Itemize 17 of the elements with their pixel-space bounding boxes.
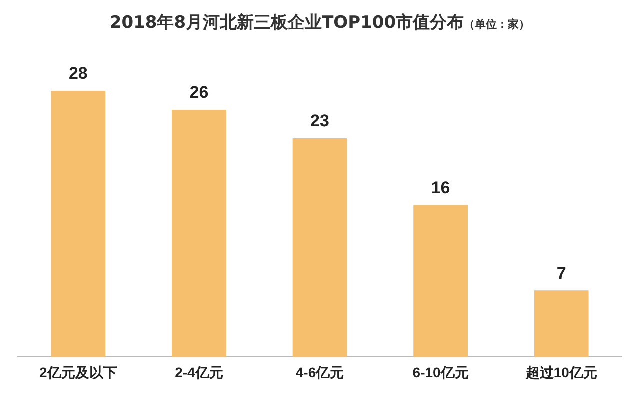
data-label: 7 [556, 264, 566, 283]
data-label: 23 [310, 112, 330, 131]
x-tick-label: 6-10亿元 [412, 364, 469, 380]
x-tick-label: 超过10亿元 [524, 364, 598, 380]
chart-subtitle: （单位：家） [464, 18, 530, 31]
bar [414, 205, 468, 358]
data-label: 28 [68, 64, 88, 84]
bar [51, 91, 106, 358]
data-label: 16 [431, 178, 450, 198]
data-label: 26 [190, 83, 209, 102]
x-tick-label: 2亿元及以下 [40, 364, 118, 380]
bar [172, 110, 226, 358]
x-tick-label: 2-4亿元 [175, 364, 224, 380]
x-tick-label: 4-6亿元 [296, 364, 344, 380]
bar [292, 138, 348, 358]
bar [534, 290, 589, 358]
chart-title: 2018年8月河北新三板企业TOP100市值分布 [110, 13, 464, 33]
